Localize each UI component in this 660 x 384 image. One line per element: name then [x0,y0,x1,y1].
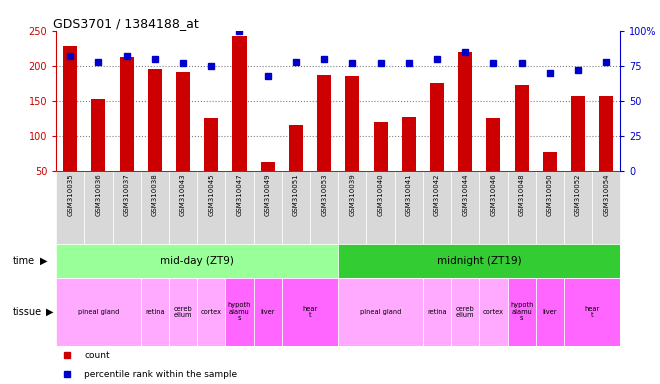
Text: pineal gland: pineal gland [78,309,119,315]
Text: time: time [13,256,36,266]
Bar [169,278,197,346]
Bar [56,244,338,278]
Bar [451,171,479,244]
Text: tissue: tissue [13,307,42,317]
Bar [63,46,77,171]
Bar [599,96,613,171]
Bar [423,171,451,244]
Text: GSM310043: GSM310043 [180,173,186,216]
Bar [253,278,282,346]
Text: retina: retina [427,309,447,315]
Text: GSM310050: GSM310050 [547,173,553,216]
Bar [282,278,338,346]
Text: GDS3701 / 1384188_at: GDS3701 / 1384188_at [53,17,199,30]
Bar [543,152,557,171]
Bar [204,118,218,171]
Bar [486,118,500,171]
Text: GSM310049: GSM310049 [265,173,271,216]
Bar [84,171,112,244]
Bar [310,171,338,244]
Text: GSM310054: GSM310054 [603,173,609,215]
Bar [91,99,106,171]
Text: count: count [84,351,110,360]
Bar [338,278,423,346]
Bar [564,278,620,346]
Bar [451,278,479,346]
Text: percentile rank within the sample: percentile rank within the sample [84,370,238,379]
Text: GSM310053: GSM310053 [321,173,327,216]
Bar [395,171,423,244]
Text: pineal gland: pineal gland [360,309,401,315]
Bar [430,83,444,171]
Bar [197,278,225,346]
Text: GSM310039: GSM310039 [349,173,355,216]
Text: GSM310045: GSM310045 [209,173,214,215]
Bar [508,278,536,346]
Bar [338,244,620,278]
Bar [423,278,451,346]
Text: GSM310041: GSM310041 [406,173,412,216]
Bar [56,171,84,244]
Bar [536,278,564,346]
Text: GSM310040: GSM310040 [378,173,383,216]
Text: ▶: ▶ [40,256,47,266]
Bar [338,171,366,244]
Text: cortex: cortex [483,309,504,315]
Bar [112,171,141,244]
Text: GSM310035: GSM310035 [67,173,73,216]
Bar [479,278,508,346]
Bar [141,171,169,244]
Text: retina: retina [145,309,164,315]
Text: hypoth
alamu
s: hypoth alamu s [228,303,251,321]
Text: ▶: ▶ [46,307,53,317]
Text: hypoth
alamu
s: hypoth alamu s [510,303,533,321]
Bar [374,122,387,171]
Text: liver: liver [261,309,275,315]
Bar [225,278,253,346]
Text: cereb
ellum: cereb ellum [174,306,193,318]
Bar [232,36,247,171]
Bar [176,72,190,171]
Bar [366,171,395,244]
Text: GSM310042: GSM310042 [434,173,440,215]
Bar [148,69,162,171]
Bar [345,76,360,171]
Text: cereb
ellum: cereb ellum [456,306,475,318]
Bar [197,171,226,244]
Bar [479,171,508,244]
Text: liver: liver [543,309,557,315]
Bar [592,171,620,244]
Bar [141,278,169,346]
Bar [458,53,473,171]
Bar [261,162,275,171]
Bar [169,171,197,244]
Bar [515,85,529,171]
Text: GSM310044: GSM310044 [462,173,468,215]
Text: GSM310036: GSM310036 [96,173,102,216]
Bar [225,171,253,244]
Text: midnight (ZT19): midnight (ZT19) [437,256,521,266]
Text: hear
t: hear t [302,306,317,318]
Text: cortex: cortex [201,309,222,315]
Text: mid-day (ZT9): mid-day (ZT9) [160,256,234,266]
Bar [508,171,536,244]
Bar [56,278,141,346]
Text: GSM310051: GSM310051 [293,173,299,216]
Text: GSM310038: GSM310038 [152,173,158,216]
Text: GSM310048: GSM310048 [519,173,525,216]
Bar [282,171,310,244]
Text: GSM310037: GSM310037 [123,173,129,216]
Text: GSM310052: GSM310052 [575,173,581,215]
Bar [119,57,134,171]
Bar [317,75,331,171]
Bar [564,171,592,244]
Bar [536,171,564,244]
Text: GSM310047: GSM310047 [236,173,242,216]
Bar [571,96,585,171]
Text: hear
t: hear t [585,306,600,318]
Bar [253,171,282,244]
Bar [289,125,303,171]
Bar [402,117,416,171]
Text: GSM310046: GSM310046 [490,173,496,216]
